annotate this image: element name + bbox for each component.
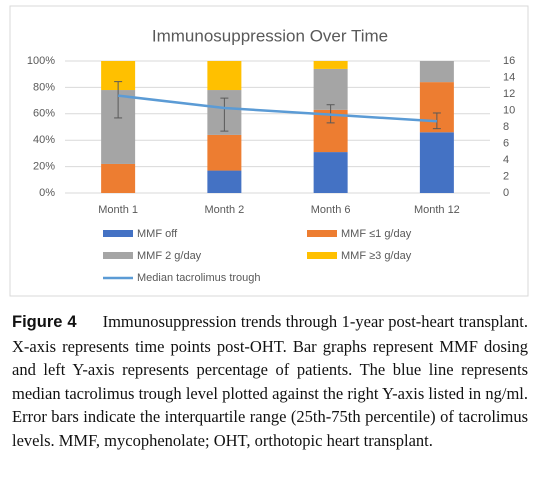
legend-swatch [103,230,133,237]
legend-label: MMF 2 g/day [137,250,202,262]
caption-text: Immunosuppression trends through 1-year … [12,312,528,450]
bar-segment [313,61,348,69]
y2-tick-label: 10 [503,104,515,116]
y2-tick-label: 12 [503,88,515,100]
bar-segment [313,152,348,193]
y-tick-label: 60% [33,108,55,120]
y2-tick-label: 6 [503,137,509,149]
legend-label: MMF off [137,228,178,240]
y-tick-label: 80% [33,81,55,93]
bar-segment [207,170,242,193]
legend-swatch [103,252,133,259]
y2-tick-label: 0 [503,187,509,199]
y-tick-label: 40% [33,134,55,146]
y2-tick-label: 4 [503,154,509,166]
y2-tick-label: 8 [503,121,509,133]
line [117,94,437,123]
y2-tick-label: 16 [503,55,515,67]
y-tick-label: 100% [27,55,55,67]
legend-swatch [307,230,337,237]
y-tick-label: 0% [39,187,55,199]
legend-label: Median tacrolimus trough [137,272,261,284]
legend-label: MMF ≥3 g/day [341,250,412,262]
legend-label: MMF ≤1 g/day [341,228,412,240]
x-tick-label: Month 6 [311,204,351,216]
y2-tick-label: 2 [503,170,509,182]
bar-segment [207,134,242,171]
chart: Immunosuppression Over Time 0% 20% 40% 60% 8… [9,5,529,297]
bar-segment [419,132,454,193]
x-tick-label: Month 2 [205,204,245,216]
legend-swatch [307,252,337,259]
bar-segment [313,68,348,110]
x-tick-label: Month 1 [98,204,138,216]
bar-segment [207,61,242,91]
y-tick-label: 20% [33,161,55,173]
x-tick-label: Month 12 [414,204,460,216]
caption-label: Figure 4 [12,313,77,331]
chart-title: Immunosuppression Over Time [152,26,388,45]
y2-tick-label: 14 [503,71,515,83]
bar-segment [419,61,454,83]
figure-caption: Figure 4 Immunosuppression trends through… [12,310,528,452]
bar-segment [101,163,136,193]
